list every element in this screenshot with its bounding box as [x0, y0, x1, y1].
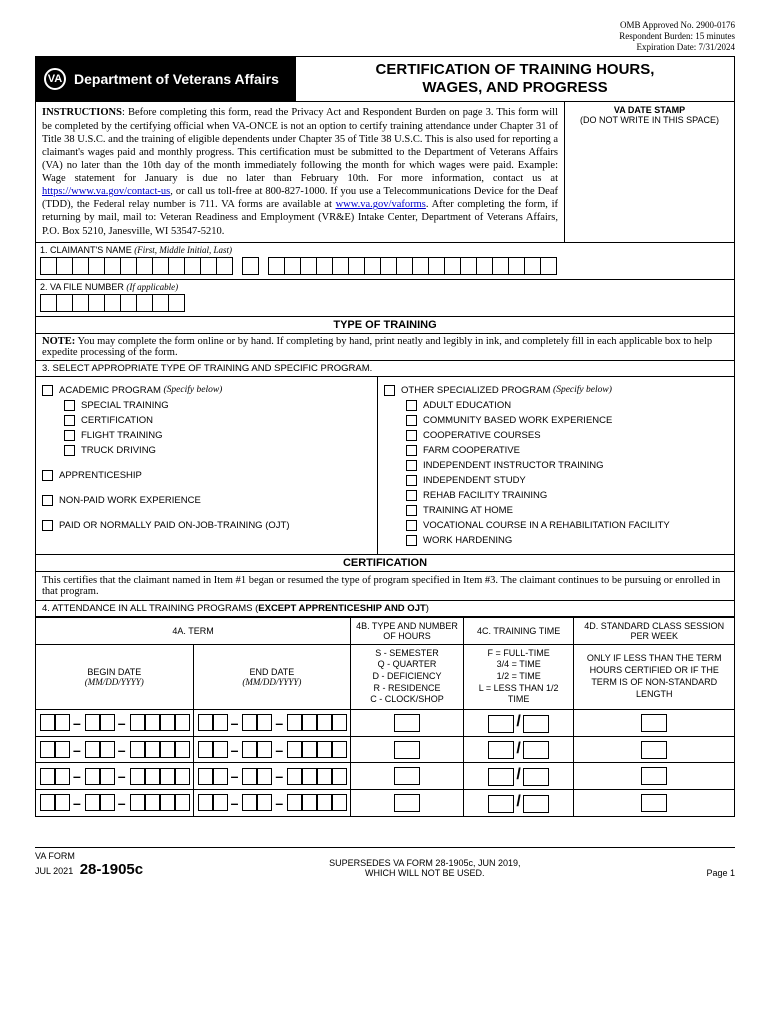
- name-label: 1. CLAIMANT'S NAME (First, Middle Initia…: [36, 243, 734, 255]
- date-stamp-box: VA DATE STAMP (DO NOT WRITE IN THIS SPAC…: [564, 102, 734, 241]
- table-row: –– –– /: [36, 789, 735, 816]
- dept-name: Department of Veterans Affairs: [74, 71, 279, 87]
- instructions-row: INSTRUCTIONS: Before completing this for…: [35, 102, 735, 242]
- note-body: You may complete the form online or by h…: [42, 336, 712, 358]
- col-4a: 4A. TERM: [36, 617, 351, 644]
- training-right-col: OTHER SPECIALIZED PROGRAM (Specify below…: [378, 377, 734, 554]
- training-options: ACADEMIC PROGRAM (Specify below) SPECIAL…: [35, 377, 735, 555]
- opt-coop[interactable]: COOPERATIVE COURSES: [406, 430, 728, 441]
- omb-block: OMB Approved No. 2900-0176 Respondent Bu…: [35, 20, 735, 52]
- omb-expiration: Expiration Date: 7/31/2024: [35, 42, 735, 53]
- opt-ojt[interactable]: PAID OR NORMALLY PAID ON-JOB-TRAINING (O…: [42, 520, 371, 531]
- title-line1: CERTIFICATION OF TRAINING HOURS,: [302, 61, 728, 79]
- file-boxes[interactable]: [36, 292, 734, 316]
- opt-indep-study[interactable]: INDEPENDENT STUDY: [406, 475, 728, 486]
- note-block: NOTE: You may complete the form online o…: [35, 334, 735, 361]
- dept-badge: VA Department of Veterans Affairs: [36, 57, 296, 101]
- title-line2: WAGES, AND PROGRESS: [302, 79, 728, 97]
- opt-special[interactable]: SPECIAL TRAINING: [64, 400, 371, 411]
- opt-indep-instr[interactable]: INDEPENDENT INSTRUCTOR TRAINING: [406, 460, 728, 471]
- opt-apprentice[interactable]: APPRENTICESHIP: [42, 470, 371, 481]
- omb-burden: Respondent Burden: 15 minutes: [35, 31, 735, 42]
- legend-4d: ONLY IF LESS THAN THE TERM HOURS CERTIFI…: [574, 644, 735, 709]
- col-begin: BEGIN DATE(MM/DD/YYYY): [36, 644, 194, 709]
- name-boxes[interactable]: [36, 255, 734, 279]
- form-title: CERTIFICATION OF TRAINING HOURS, WAGES, …: [296, 57, 734, 101]
- attendance-table: 4A. TERM 4B. TYPE AND NUMBER OF HOURS 4C…: [35, 617, 735, 817]
- note-lead: NOTE:: [42, 336, 75, 347]
- contact-link[interactable]: https://www.va.gov/contact-us: [42, 186, 170, 197]
- instructions-lead: INSTRUCTIONS: [42, 107, 122, 118]
- instructions-text: INSTRUCTIONS: Before completing this for…: [36, 102, 564, 241]
- col-4d: 4D. STANDARD CLASS SESSION PER WEEK: [574, 617, 735, 644]
- legend-4c: F = FULL-TIME 3/4 = TIME 1/2 = TIME L = …: [463, 644, 574, 709]
- opt-other[interactable]: OTHER SPECIALIZED PROGRAM (Specify below…: [384, 385, 728, 396]
- opt-home[interactable]: TRAINING AT HOME: [406, 505, 728, 516]
- table-row: –– –– /: [36, 736, 735, 763]
- opt-academic[interactable]: ACADEMIC PROGRAM (Specify below): [42, 385, 371, 396]
- opt-rehab[interactable]: REHAB FACILITY TRAINING: [406, 490, 728, 501]
- omb-approved: OMB Approved No. 2900-0176: [35, 20, 735, 31]
- file-number-field: 2. VA FILE NUMBER (If applicable): [35, 280, 735, 317]
- opt-farm[interactable]: FARM COOPERATIVE: [406, 445, 728, 456]
- stamp-sub: (DO NOT WRITE IN THIS SPACE): [580, 115, 719, 125]
- form-number: 28-1905c: [80, 861, 143, 878]
- item4-label: 4. ATTENDANCE IN ALL TRAINING PROGRAMS (…: [35, 601, 735, 617]
- instr-body1: : Before completing this form, read the …: [42, 107, 558, 184]
- opt-cert[interactable]: CERTIFICATION: [64, 415, 371, 426]
- opt-truck[interactable]: TRUCK DRIVING: [64, 445, 371, 456]
- opt-work-hard[interactable]: WORK HARDENING: [406, 535, 728, 546]
- footer-page: Page 1: [706, 868, 735, 878]
- col-end: END DATE(MM/DD/YYYY): [193, 644, 351, 709]
- training-section-title: TYPE OF TRAINING: [35, 317, 735, 334]
- footer: VA FORM JUL 2021 28-1905c SUPERSEDES VA …: [35, 847, 735, 878]
- cert-body: This certifies that the claimant named i…: [35, 572, 735, 601]
- table-row: –– –– /: [36, 710, 735, 737]
- opt-community[interactable]: COMMUNITY BASED WORK EXPERIENCE: [406, 415, 728, 426]
- opt-nonpaid[interactable]: NON-PAID WORK EXPERIENCE: [42, 495, 371, 506]
- certification-section-title: CERTIFICATION: [35, 555, 735, 572]
- footer-left: VA FORM JUL 2021 28-1905c: [35, 851, 143, 878]
- footer-center: SUPERSEDES VA FORM 28-1905c, JUN 2019, W…: [329, 858, 520, 878]
- va-seal-icon: VA: [44, 68, 66, 90]
- opt-vocational[interactable]: VOCATIONAL COURSE IN A REHABILITATION FA…: [406, 520, 728, 531]
- opt-adult[interactable]: ADULT EDUCATION: [406, 400, 728, 411]
- header-bar: VA Department of Veterans Affairs CERTIF…: [35, 56, 735, 102]
- claimant-name-field: 1. CLAIMANT'S NAME (First, Middle Initia…: [35, 243, 735, 280]
- stamp-title: VA DATE STAMP: [614, 105, 685, 115]
- col-4c: 4C. TRAINING TIME: [463, 617, 574, 644]
- vaforms-link[interactable]: www.va.gov/vaforms: [336, 199, 426, 210]
- item3-label: 3. SELECT APPROPRIATE TYPE OF TRAINING A…: [35, 361, 735, 377]
- legend-4b: S - SEMESTER Q - QUARTER D - DEFICIENCY …: [351, 644, 464, 709]
- col-4b: 4B. TYPE AND NUMBER OF HOURS: [351, 617, 464, 644]
- training-left-col: ACADEMIC PROGRAM (Specify below) SPECIAL…: [36, 377, 378, 554]
- opt-flight[interactable]: FLIGHT TRAINING: [64, 430, 371, 441]
- file-label: 2. VA FILE NUMBER (If applicable): [36, 280, 734, 292]
- table-row: –– –– /: [36, 763, 735, 790]
